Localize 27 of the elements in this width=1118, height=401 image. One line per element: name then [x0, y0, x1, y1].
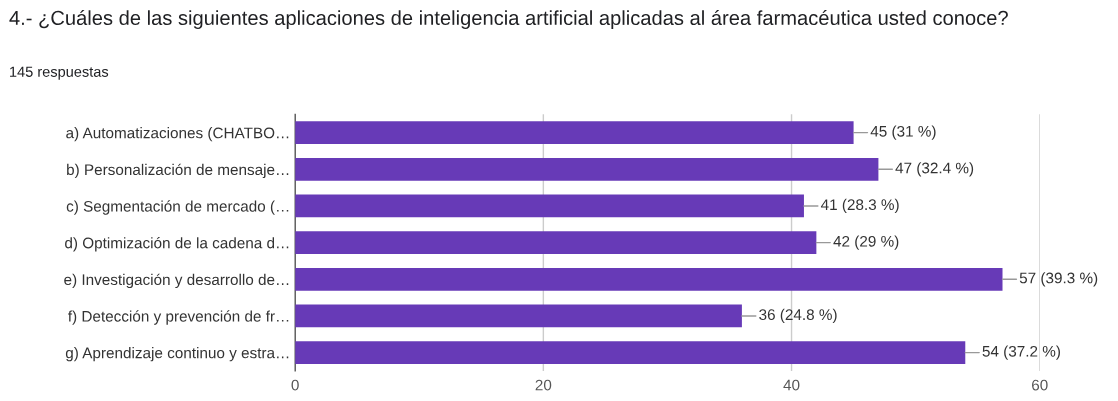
y-tick-label: c) Segmentación de mercado (… [66, 200, 289, 215]
y-tick-label: e) Investigación y desarrollo de… [64, 273, 289, 289]
x-tick-label: 0 [291, 379, 299, 391]
y-tick-label: d) Optimización de la cadena d… [65, 236, 289, 252]
data-label: 36 (24.8 %) [759, 308, 837, 324]
x-tick-label: 60 [1032, 379, 1048, 391]
bar [295, 267, 1003, 291]
data-label: 45 (31 %) [870, 125, 936, 140]
bar [295, 121, 854, 144]
data-label: 42 (29 %) [833, 235, 899, 250]
x-tick-label: 40 [783, 379, 800, 391]
chart-title: 4.- ¿Cuáles de las siguientes aplicaciones de inteligencia artificial aplicadas al área farmacéutica usted conoce? [9, 10, 1008, 30]
data-label: 54 (37.2 %) [982, 345, 1060, 360]
y-tick-label: f) Detección y prevención de fr… [68, 310, 289, 325]
text: 145 respuestas [10, 66, 109, 80]
x-tick-label: 20 [535, 379, 552, 391]
y-tick-label: g) Aprendizaje continuo y estra… [65, 347, 289, 362]
bar [295, 157, 879, 181]
y-tick-label: b) Personalización de mensaje… [67, 163, 289, 179]
data-label: 57 (39.3 %) [1019, 272, 1098, 287]
bar [295, 231, 817, 254]
bar [295, 194, 804, 218]
bar [295, 304, 742, 328]
data-label: 47 (32.4 %) [895, 162, 974, 177]
y-tick-label: a) Automatizaciones (CHATBO… [66, 127, 289, 142]
bar [295, 341, 966, 364]
data-label: 41 (28.3 %) [820, 198, 899, 214]
